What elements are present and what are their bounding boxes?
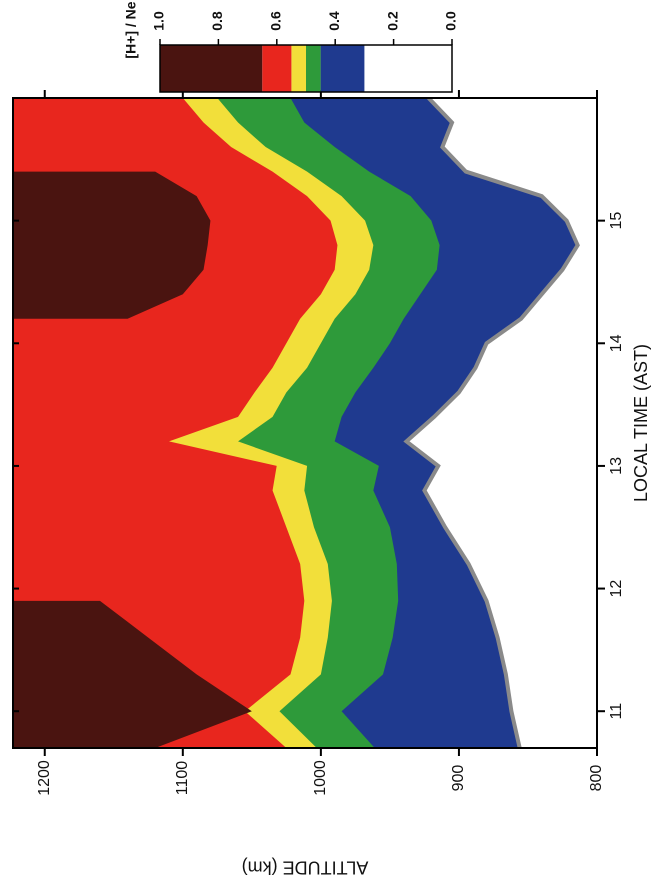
colorbar-tick-label: 0.8 [209,11,225,31]
x-tick-label: 11 [608,703,625,720]
colorbar-segment [306,45,321,92]
y-tick-label: 1100 [174,761,191,796]
colorbar-label: [H+] / Ne [123,1,139,58]
colorbar-segment [291,45,306,92]
y-tick-label: 800 [588,765,605,792]
boundary-edge [403,98,580,748]
x-axis-label: LOCAL TIME (AST) [631,344,651,502]
x-tick-label: 12 [608,580,625,598]
y-axis-label: ALTITUDE (km) [242,857,369,877]
plot-frame [12,97,598,749]
plot-area [13,98,580,748]
y-tick-label: 900 [450,765,467,792]
colorbar-segment [262,45,292,92]
colorbar-segment [160,45,263,92]
colorbar-frame [159,44,453,93]
contour-area [13,171,252,748]
colorbar-segment [320,45,365,92]
y-tick-label: 1000 [312,760,329,796]
x-tick-label: 15 [608,212,625,230]
colorbar-tick-label: 0.0 [443,11,459,31]
colorbar-tick-label: 0.4 [326,11,342,31]
colorbar-segment [364,45,452,92]
x-tick-label: 14 [608,334,625,352]
x-tick-label: 13 [608,457,625,475]
colorbar-tick-label: 0.6 [268,11,284,31]
colorbar-tick-label: 1.0 [151,11,167,31]
y-tick-label: 1200 [36,760,53,796]
colorbar-tick-label: 0.2 [384,11,400,31]
